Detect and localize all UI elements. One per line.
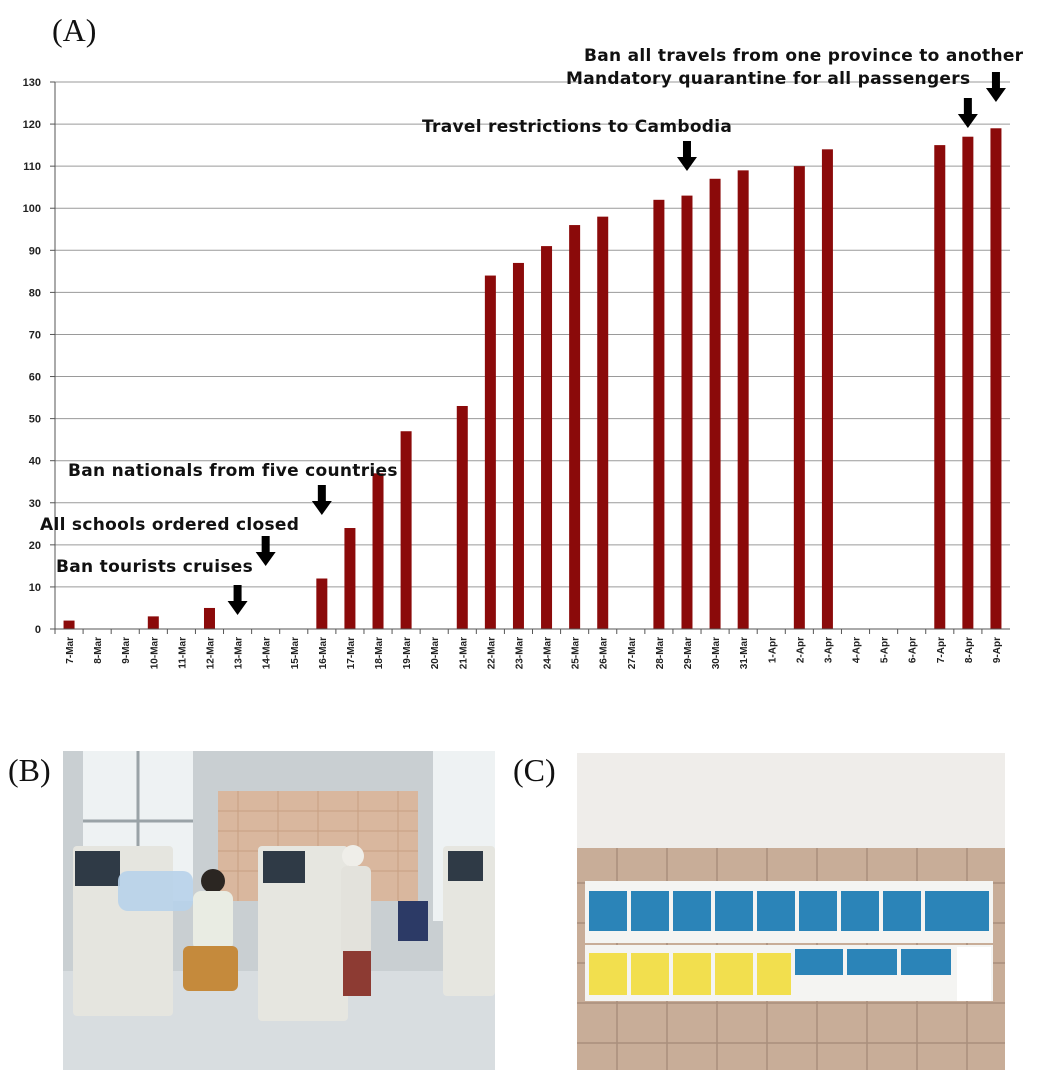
- x-tick-label: 2-Apr: [795, 637, 806, 663]
- y-tick-label: 10: [29, 582, 41, 594]
- photo-incubator-room: [63, 751, 495, 1070]
- x-tick-label: 10-Mar: [149, 637, 160, 669]
- y-tick-label: 110: [23, 161, 41, 173]
- bar: [934, 145, 946, 629]
- y-tick-label: 0: [35, 624, 41, 636]
- annotation-label: All schools ordered closed: [40, 515, 299, 535]
- y-tick-label: 60: [29, 372, 41, 384]
- bar: [512, 262, 524, 629]
- x-tick-label: 8-Mar: [93, 637, 104, 664]
- x-tick-label: 3-Apr: [823, 637, 834, 663]
- annotation-label: Travel restrictions to Cambodia: [422, 117, 732, 137]
- x-tick-label: 9-Apr: [992, 637, 1003, 663]
- annotation-label: Ban nationals from five countries: [68, 461, 398, 481]
- x-tick-label: 1-Apr: [767, 637, 778, 663]
- y-tick-label: 50: [29, 414, 41, 426]
- annotation-arrow-icon: [227, 585, 248, 615]
- annotation-arrow-icon: [311, 485, 332, 515]
- y-tick-label: 100: [23, 203, 41, 215]
- bar: [653, 199, 665, 630]
- panel-c-label: (C): [513, 752, 556, 788]
- x-tick-label: 22-Mar: [486, 637, 497, 669]
- bars: [63, 128, 1002, 630]
- x-tick-label: 25-Mar: [571, 637, 582, 669]
- bar: [793, 166, 805, 629]
- x-tick-label: 12-Mar: [205, 637, 216, 669]
- y-tick-label: 70: [29, 329, 41, 341]
- bar: [316, 578, 328, 629]
- x-tick-label: 11-Mar: [177, 637, 188, 669]
- x-tick-label: 9-Mar: [121, 637, 132, 664]
- bar: [990, 128, 1002, 630]
- x-tick-label: 23-Mar: [514, 637, 525, 669]
- bar: [147, 616, 159, 629]
- y-tick-label: 40: [29, 456, 41, 468]
- bar: [372, 473, 384, 629]
- annotation-label: Mandatory quarantine for all passengers: [566, 69, 970, 89]
- y-tick-label: 20: [29, 540, 41, 552]
- x-tick-label: 28-Mar: [655, 637, 666, 669]
- bar: [821, 149, 833, 630]
- bar: [484, 275, 496, 629]
- bar: [456, 405, 468, 629]
- y-tick-label: 30: [29, 498, 41, 510]
- y-tick-label: 130: [23, 77, 41, 89]
- x-tick-label: 20-Mar: [430, 637, 441, 669]
- y-tick-label: 90: [29, 245, 41, 257]
- x-tick-label: 27-Mar: [627, 637, 638, 669]
- x-tick-label: 29-Mar: [683, 637, 694, 669]
- bar: [344, 528, 356, 629]
- bar: [400, 431, 412, 629]
- x-tick-label: 15-Mar: [290, 637, 301, 669]
- annotation-arrow-icon: [676, 141, 697, 171]
- x-tick-label: 21-Mar: [458, 637, 469, 669]
- photo-poster-wall: [577, 753, 1005, 1070]
- x-tick-label: 6-Apr: [908, 637, 919, 663]
- x-tick-label: 4-Apr: [852, 637, 863, 663]
- y-tick-label: 120: [23, 119, 41, 131]
- y-tick-label: 80: [29, 287, 41, 299]
- x-tick-label: 30-Mar: [711, 637, 722, 669]
- bar: [681, 195, 693, 629]
- bar: [962, 136, 974, 629]
- x-tick-label: 16-Mar: [318, 637, 329, 669]
- bar: [569, 225, 581, 630]
- x-tick-label: 5-Apr: [880, 637, 891, 663]
- x-tick-label: 24-Mar: [543, 637, 554, 669]
- x-tick-label: 18-Mar: [374, 637, 385, 669]
- annotation-label: Ban tourists cruises: [56, 557, 253, 577]
- x-tick-label: 8-Apr: [964, 637, 975, 663]
- annotation-arrow-icon: [957, 98, 978, 128]
- bar: [737, 170, 749, 629]
- bar: [541, 246, 553, 629]
- annotation-arrow-icon: [255, 536, 276, 566]
- tick-labels: 0 10 20 30 40 50 60 70 80 90 100 110 120 130 7-Mar 8-Ma…: [23, 77, 1003, 669]
- bar-chart: 0 10 20 30 40 50 60 70 80 90 100 110 120 130 7-Mar 8-Ma…: [23, 46, 1024, 669]
- x-tick-label: 7-Apr: [936, 637, 947, 663]
- panel-b-label: (B): [8, 752, 51, 788]
- panel-a-label: (A): [52, 12, 97, 48]
- x-tick-label: 14-Mar: [262, 637, 273, 669]
- axes: [50, 81, 1010, 634]
- x-tick-label: 31-Mar: [739, 637, 750, 669]
- x-tick-label: 26-Mar: [599, 637, 610, 669]
- x-tick-label: 7-Mar: [65, 637, 76, 664]
- gridlines: [55, 81, 1010, 588]
- bar: [63, 620, 75, 629]
- annotation-label: Ban all travels from one province to ano…: [584, 46, 1024, 66]
- bar: [709, 178, 721, 629]
- annotation-arrow-icon: [985, 72, 1006, 102]
- x-tick-label: 17-Mar: [346, 637, 357, 669]
- bar: [597, 216, 609, 629]
- x-tick-label: 13-Mar: [234, 637, 245, 669]
- annotations: Ban tourists cruises All schools ordered …: [40, 46, 1024, 615]
- x-tick-label: 19-Mar: [402, 637, 413, 669]
- bar: [203, 607, 215, 629]
